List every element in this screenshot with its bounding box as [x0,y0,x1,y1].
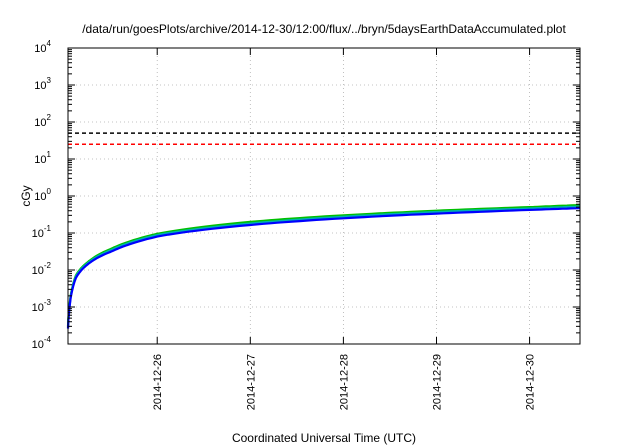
y-tick-exponent: -4 [44,335,52,344]
y-tick-label: 10-4 [32,335,52,351]
y-tick-label: 10-1 [32,224,52,240]
series-line [66,207,581,329]
y-tick-base: 10 [32,228,44,240]
y-tick-exponent: -2 [44,261,52,270]
y-tick-exponent: 2 [47,113,52,122]
y-tick-exponent: 0 [47,187,52,196]
y-tick-base: 10 [34,191,46,203]
y-tick-base: 10 [32,265,44,277]
chart-title: /data/run/goesPlots/archive/2014-12-30/1… [82,22,566,36]
y-tick-base: 10 [32,302,44,314]
y-tick-base: 10 [34,80,46,92]
x-axis-label: Coordinated Universal Time (UTC) [232,431,416,445]
y-tick-base: 10 [32,339,44,351]
grid-lines [68,48,580,344]
y-tick-label: 103 [34,76,51,92]
y-tick-label: 104 [34,39,51,55]
x-tick-label: 2014-12-29 [431,354,443,410]
y-tick-exponent: -3 [44,298,52,307]
y-tick-base: 10 [34,154,46,166]
y-tick-exponent: 3 [47,76,52,85]
y-tick-base: 10 [34,43,46,55]
y-axis-label: cGy [19,185,33,206]
x-tick-label: 2014-12-30 [525,354,537,410]
y-tick-label: 10-2 [32,261,52,277]
y-tick-label: 102 [34,113,51,129]
y-tick-exponent: 4 [47,39,52,48]
y-tick-label: 100 [34,187,51,203]
y-tick-label: 10-3 [32,298,52,314]
x-tick-label: 2014-12-27 [245,354,257,410]
y-tick-exponent: 1 [47,150,52,159]
x-axis: 2014-12-26 2014-12-27 2014-12-28 2014-12-29… [152,48,537,410]
threshold-lines [68,132,580,146]
series-lines [66,203,581,329]
x-tick-label: 2014-12-26 [152,354,164,410]
x-tick-label: 2014-12-28 [338,354,350,410]
series-line [66,205,581,328]
y-tick-label: 101 [34,150,51,166]
y-tick-base: 10 [34,117,46,129]
y-tick-exponent: -1 [44,224,52,233]
series-line [66,203,581,327]
